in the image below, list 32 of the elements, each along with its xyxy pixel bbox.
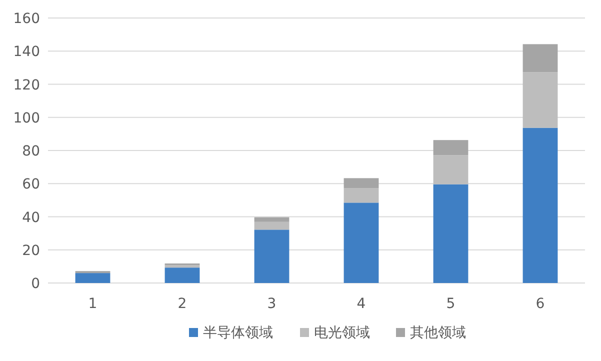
y-tick-label: 140 [13,44,40,60]
x-tick-label: 2 [178,296,187,312]
x-tick-label: 3 [267,296,276,312]
bar [522,128,558,283]
x-tick-label: 1 [88,296,98,312]
bar [433,184,468,283]
bar [344,178,379,188]
bar [164,268,200,283]
bar [433,155,468,184]
x-tick-label: 4 [356,296,366,312]
legend-label: 电光领域 [314,325,370,341]
legend-label: 半导体领域 [203,325,273,341]
bar [344,188,379,203]
y-tick-label: 120 [13,77,40,94]
y-tick-label: 40 [22,210,40,226]
bar [344,202,379,283]
y-tick-label: 100 [13,110,40,126]
bar [433,140,468,156]
y-tick-label: 80 [22,144,40,160]
bar [254,222,290,230]
x-tick-label: 5 [446,296,456,312]
bar [75,273,110,283]
y-tick-label: 20 [22,242,40,259]
bar [254,230,290,283]
y-tick-label: 160 [13,11,40,27]
x-tick-label: 6 [536,296,545,312]
bar [254,217,290,222]
bar [522,72,558,128]
legend-label: 其他领域 [410,325,466,341]
bar [522,44,558,72]
y-tick-label: 0 [31,276,40,292]
y-tick-label: 60 [22,176,40,193]
